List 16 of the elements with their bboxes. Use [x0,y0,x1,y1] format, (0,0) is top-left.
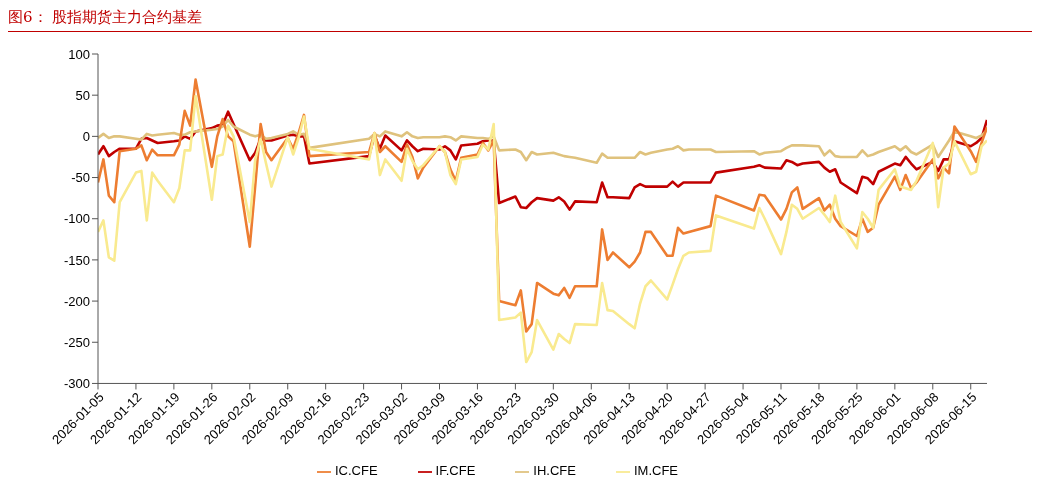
y-tick-label: -150 [63,252,90,268]
legend-label: IF.CFE [435,463,476,479]
y-tick-label: 50 [75,87,90,103]
y-tick-label: -250 [63,334,90,350]
y-tick-label: 100 [68,46,90,62]
y-tick-label: -300 [63,376,90,392]
y-tick-label: 0 [82,128,90,144]
y-tick-label: -100 [63,211,90,227]
legend-label: IC.CFE [334,463,378,479]
line-series [98,94,987,364]
y-tick-label: -200 [63,293,90,309]
chart-title: 图6： 股指期货主力合约基差 [8,8,203,26]
legend-label: IH.CFE [533,463,576,479]
line-series [98,118,987,165]
y-tick-label: -50 [71,170,90,186]
legend-label: IM.CFE [633,463,679,479]
